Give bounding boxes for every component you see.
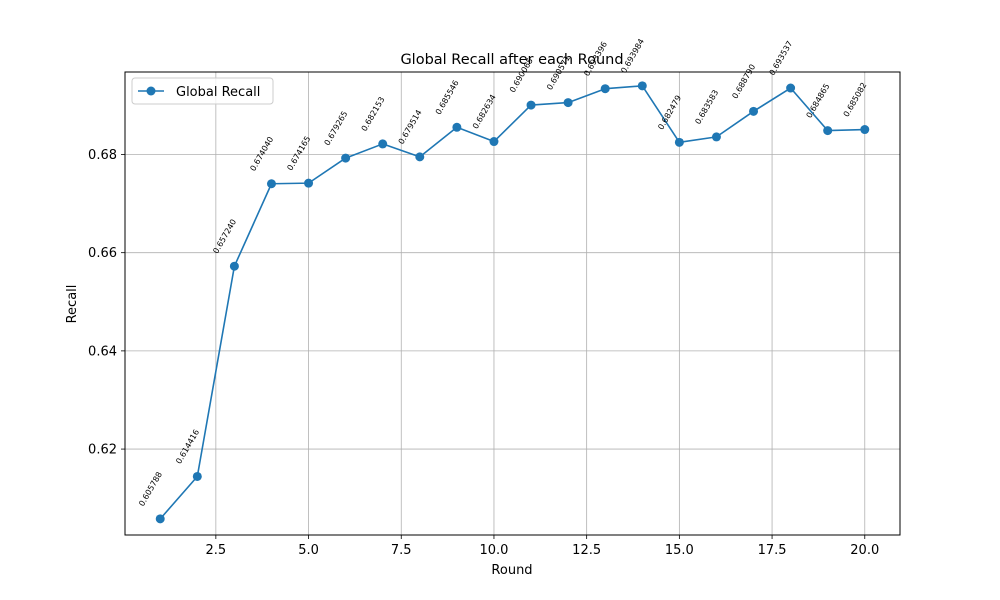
y-tick-label: 0.62 — [88, 443, 117, 458]
plot-frame — [124, 71, 901, 536]
legend-label-global-recall: Global Recall — [176, 85, 260, 100]
data-point — [304, 178, 314, 188]
grid — [125, 72, 900, 535]
data-point — [674, 137, 684, 147]
x-tick-label: 12.5 — [572, 543, 601, 558]
x-tick-label: 5.0 — [298, 543, 319, 558]
axis-ticks: 2.5 5.0 7.5 10.0 12.5 15.0 17.5 20.0 0.62 0.64 0.6… — [88, 148, 879, 558]
legend-box — [131, 77, 274, 105]
series-line — [159, 85, 865, 520]
data-point — [489, 137, 499, 147]
y-tick-label: 0.66 — [88, 246, 117, 261]
data-point — [452, 122, 462, 132]
y-tick-label: 0.64 — [88, 344, 117, 359]
data-point — [415, 152, 425, 162]
data-point — [155, 514, 165, 524]
data-point — [378, 139, 388, 149]
legend-marker-swatch — [146, 86, 156, 96]
data-point — [600, 84, 610, 94]
data-point — [823, 126, 833, 136]
data-point — [526, 100, 536, 110]
data-point — [749, 106, 759, 116]
y-axis-title: Recall — [65, 285, 80, 324]
x-tick-label: 20.0 — [850, 543, 879, 558]
x-tick-label: 15.0 — [665, 543, 694, 558]
legend: Global Recall — [131, 77, 274, 105]
chart-title: Global Recall after each Round — [400, 52, 623, 68]
data-point — [711, 132, 721, 142]
data-point — [563, 98, 573, 108]
data-point — [192, 471, 202, 481]
x-axis-title: Round — [491, 563, 532, 578]
x-tick-label: 2.5 — [206, 543, 227, 558]
data-point — [637, 81, 647, 91]
data-point — [266, 179, 276, 189]
x-tick-label: 10.0 — [479, 543, 508, 558]
data-point — [786, 83, 796, 93]
data-point — [341, 153, 351, 163]
series-global-recall — [155, 81, 870, 524]
data-point — [860, 125, 870, 135]
x-tick-label: 17.5 — [758, 543, 787, 558]
data-point — [229, 261, 239, 271]
x-tick-label: 7.5 — [391, 543, 412, 558]
y-tick-label: 0.68 — [88, 148, 117, 163]
